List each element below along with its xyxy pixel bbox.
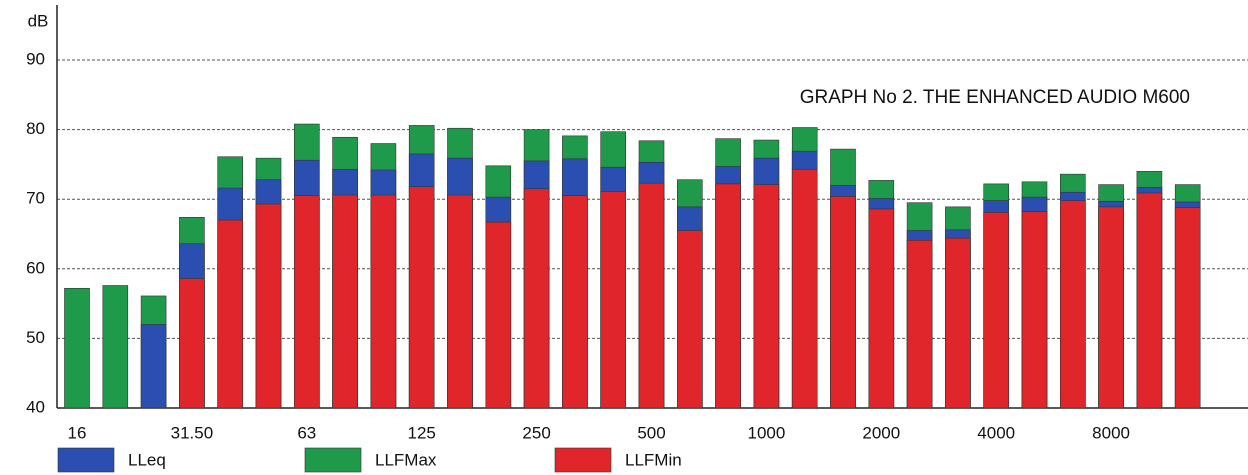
- bar: [447, 194, 473, 409]
- bar: [1021, 211, 1048, 409]
- bar: [140, 324, 167, 409]
- bar: [983, 212, 1010, 409]
- legend-swatch: [554, 447, 612, 473]
- bar: [791, 168, 818, 409]
- bar: [370, 194, 397, 409]
- y-tick-label: 70: [26, 189, 45, 208]
- bar: [255, 203, 282, 409]
- bar: [1098, 206, 1124, 409]
- bar: [102, 285, 129, 409]
- y-tick-label: 90: [26, 49, 45, 68]
- y-tick-label: 50: [26, 328, 45, 347]
- x-tick-label: 4000: [977, 423, 1015, 442]
- bar: [562, 195, 588, 409]
- bar: [906, 239, 933, 409]
- bar: [64, 287, 90, 409]
- bar: [332, 194, 358, 409]
- bar: [830, 196, 856, 409]
- bar: [293, 195, 320, 409]
- legend-swatch: [57, 447, 115, 473]
- x-tick-label: 16: [68, 423, 87, 442]
- bar: [1060, 200, 1086, 409]
- bar: [179, 278, 205, 409]
- x-tick-label: 2000: [862, 423, 900, 442]
- y-tick-label: 60: [26, 258, 45, 277]
- x-tick-label: 63: [297, 423, 316, 442]
- chart-title: GRAPH No 2. THE ENHANCED AUDIO M600: [800, 87, 1190, 108]
- bar: [868, 208, 895, 409]
- bar: [945, 237, 971, 409]
- bar: [753, 184, 780, 409]
- bar: [217, 219, 243, 409]
- bar: [676, 230, 703, 409]
- y-tick-label: 80: [26, 119, 45, 138]
- bar: [485, 221, 512, 409]
- bar: [1174, 207, 1201, 409]
- x-tick-label: 125: [408, 423, 436, 442]
- bar: [715, 183, 741, 409]
- bar: [1136, 192, 1163, 409]
- x-tick-label: 8000: [1092, 423, 1130, 442]
- bar: [408, 186, 435, 409]
- bar: [523, 188, 550, 409]
- bar: [638, 182, 665, 409]
- x-tick-label: 31.50: [171, 423, 214, 442]
- legend-label: LLFMin: [625, 450, 682, 469]
- legend-swatch: [304, 447, 362, 473]
- y-axis-label: dB: [28, 11, 49, 30]
- legend-label: LLeq: [128, 450, 166, 469]
- x-tick-label: 250: [522, 423, 550, 442]
- y-tick-label: 40: [26, 397, 45, 416]
- x-tick-label: 500: [637, 423, 665, 442]
- legend-label: LLFMax: [375, 450, 437, 469]
- bar: [600, 191, 627, 409]
- x-tick-label: 1000: [747, 423, 785, 442]
